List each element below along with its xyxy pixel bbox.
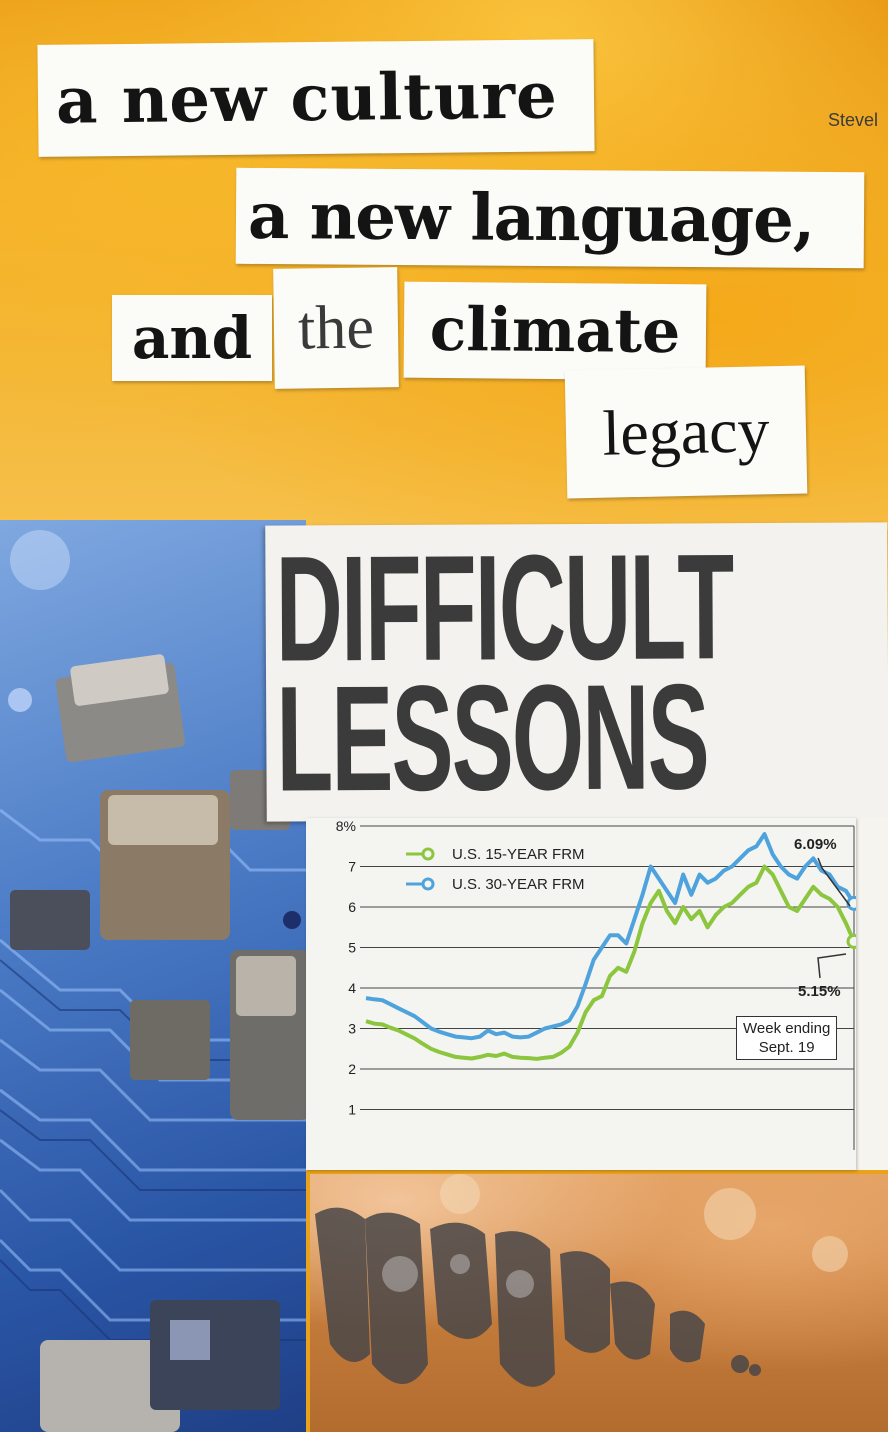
label-6-09-percent: 6.09%	[794, 836, 837, 853]
week-ending-line-1: Week ending	[743, 1020, 831, 1037]
y-tick-label-1: 1	[348, 1102, 356, 1118]
strip-a-new-language: a new language,	[235, 167, 865, 269]
strip-fragment: Stevel	[828, 110, 879, 130]
series-line-15-year	[365, 864, 856, 1061]
mortgage-rate-chart: 1 2 3 4 5 6 7 8% U.S. 15-YEAR FRM U.S. 30-YEAR FR…	[306, 818, 856, 1170]
y-tick-label-4: 4	[348, 980, 356, 996]
series-end-point-15-year	[846, 933, 856, 949]
series-line-30-year	[365, 832, 856, 1041]
y-tick-label-8: 8%	[336, 818, 356, 834]
strip-a-new-culture: a new culture	[37, 39, 595, 157]
strip-climate: climate	[403, 281, 707, 381]
rust-texture-illustration	[315, 1174, 848, 1387]
y-tick-label-2: 2	[348, 1061, 356, 1077]
label-6-09-leader	[817, 857, 851, 907]
legend-marker-0	[421, 847, 435, 861]
circuit-board-photo	[0, 520, 306, 1432]
y-tick-label-6: 6	[348, 899, 356, 915]
y-tick-label-5: 5	[348, 940, 356, 956]
headline-clipping: DIFFICULT LESSONS	[265, 522, 888, 823]
label-5-15-leader	[817, 953, 847, 979]
strip-and: and	[112, 295, 272, 381]
strip-the: the	[273, 267, 399, 389]
rust-texture-photo	[310, 1174, 888, 1432]
headline-line-2: LESSONS	[275, 652, 709, 823]
chart-svg: 1 2 3 4 5 6 7 8% U.S. 15-YEAR FRM U.S. 30-YEAR FR…	[336, 818, 856, 1150]
legend-label-1: U.S. 30-YEAR FRM	[452, 876, 585, 893]
legend-label-0: U.S. 15-YEAR FRM	[452, 846, 585, 863]
strip-legacy: legacy	[564, 365, 808, 499]
chart-margin-paper	[856, 818, 888, 1170]
label-5-15-percent: 5.15%	[798, 983, 841, 1000]
week-ending-line-2: Sept. 19	[758, 1039, 815, 1056]
legend-marker-1	[421, 877, 435, 891]
series-end-point-30-year	[846, 895, 856, 911]
y-tick-label-7: 7	[348, 859, 356, 875]
y-tick-label-3: 3	[348, 1021, 356, 1037]
week-ending-callout: Week ending Sept. 19	[736, 1016, 838, 1060]
circuit-board-illustration	[0, 530, 306, 1432]
